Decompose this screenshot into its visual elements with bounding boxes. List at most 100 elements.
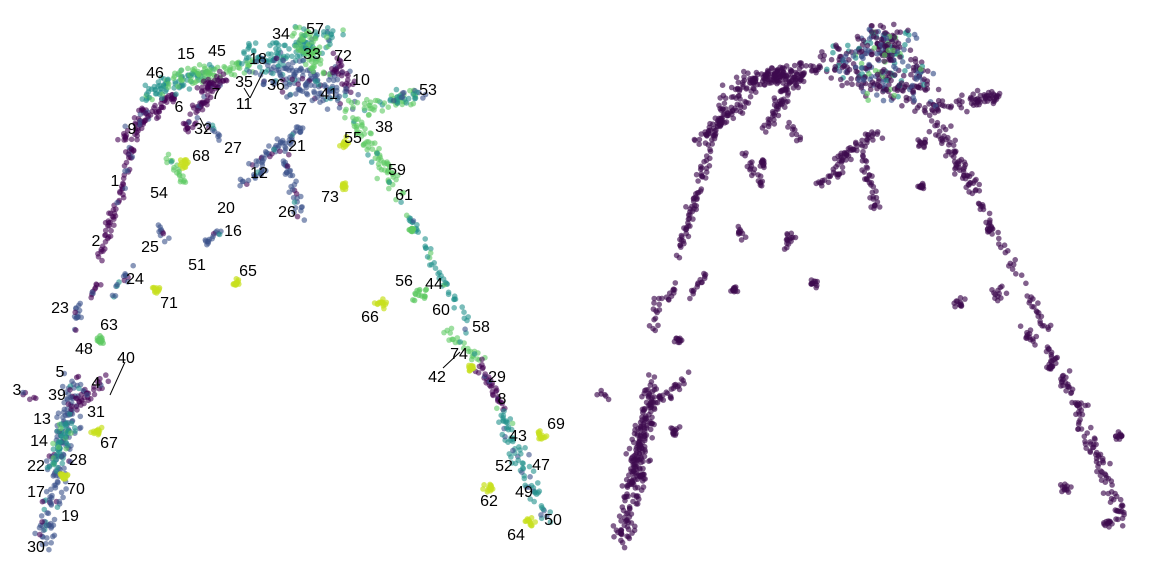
- scatter-point: [631, 527, 638, 534]
- cluster-label: 12: [250, 165, 268, 182]
- scatter-point: [108, 227, 114, 234]
- cluster-label: 56: [395, 273, 413, 290]
- scatter-point: [1090, 444, 1096, 451]
- scatter-point: [899, 103, 905, 109]
- scatter-point: [1053, 355, 1059, 362]
- scatter-point: [265, 62, 271, 69]
- scatter-point: [839, 82, 845, 89]
- scatter-point: [646, 323, 653, 329]
- scatter-point: [1017, 323, 1024, 330]
- scatter-point: [39, 498, 46, 505]
- scatter-point: [901, 46, 907, 53]
- scatter-point: [789, 131, 795, 138]
- scatter-point: [321, 29, 327, 35]
- scatter-point: [390, 97, 397, 104]
- scatter-point: [276, 47, 282, 53]
- scatter-point: [864, 176, 871, 183]
- scatter-point: [871, 81, 878, 87]
- scatter-point: [891, 63, 897, 70]
- scatter-point: [827, 173, 833, 180]
- scatter-point: [867, 195, 873, 201]
- scatter-point: [299, 75, 306, 82]
- scatter-point: [1102, 479, 1109, 486]
- scatter-point: [703, 169, 710, 175]
- scatter-point: [39, 541, 46, 548]
- scatter-point: [780, 80, 786, 86]
- scatter-point: [878, 36, 885, 43]
- scatter-point: [288, 138, 295, 145]
- scatter-point: [343, 133, 350, 140]
- scatter-point: [1018, 272, 1025, 279]
- scatter-point: [934, 106, 941, 113]
- scatter-point: [132, 120, 138, 127]
- scatter-point: [149, 108, 156, 115]
- scatter-point: [375, 161, 382, 167]
- scatter-point: [651, 295, 657, 302]
- scatter-point: [180, 120, 187, 127]
- scatter-point: [125, 151, 132, 158]
- scatter-point: [271, 81, 277, 88]
- scatter-point: [465, 345, 471, 352]
- scatter-point: [56, 498, 63, 505]
- scatter-point: [97, 375, 103, 382]
- scatter-point: [737, 102, 743, 108]
- scatter-point: [385, 161, 392, 168]
- scatter-point: [286, 81, 293, 88]
- scatter-point: [43, 488, 50, 495]
- scatter-point: [192, 79, 198, 86]
- scatter-point: [479, 361, 485, 368]
- scatter-point: [792, 234, 799, 241]
- scatter-point: [267, 56, 273, 63]
- scatter-point: [1101, 520, 1107, 526]
- scatter-point: [45, 510, 52, 517]
- cluster-label: 66: [361, 309, 379, 326]
- cluster-label: 24: [126, 271, 144, 288]
- scatter-point: [72, 428, 78, 434]
- scatter-point: [60, 414, 66, 421]
- scatter-point: [386, 185, 392, 192]
- scatter-point: [890, 47, 897, 54]
- scatter-point: [474, 356, 481, 362]
- scatter-point: [44, 522, 50, 529]
- scatter-point: [452, 296, 459, 303]
- scatter-point: [410, 297, 416, 303]
- scatter-point: [772, 97, 778, 104]
- scatter-point: [1085, 402, 1091, 409]
- scatter-point: [215, 84, 221, 91]
- cluster-label: 16: [224, 223, 242, 240]
- scatter-point: [929, 106, 935, 113]
- scatter-point: [205, 83, 211, 90]
- scatter-point: [99, 243, 106, 249]
- scatter-point: [786, 119, 792, 126]
- scatter-point: [342, 92, 349, 99]
- scatter-point: [766, 121, 773, 127]
- scatter-point: [751, 86, 757, 92]
- scatter-point: [196, 62, 203, 68]
- scatter-point: [761, 122, 767, 129]
- scatter-point: [329, 34, 335, 41]
- scatter-point: [781, 96, 787, 102]
- scatter-point: [261, 58, 268, 65]
- scatter-point: [340, 31, 346, 38]
- label-leader-line: [243, 87, 251, 99]
- scatter-point: [637, 473, 644, 480]
- scatter-point: [202, 65, 208, 72]
- scatter-point: [336, 93, 343, 100]
- scatter-point: [1060, 382, 1066, 389]
- scatter-point: [828, 56, 835, 63]
- cluster-label: 70: [67, 481, 85, 498]
- scatter-point: [1112, 433, 1119, 440]
- scatter-point: [701, 275, 708, 282]
- scatter-point: [696, 141, 702, 147]
- scatter-point: [1077, 416, 1083, 423]
- scatter-point: [693, 171, 700, 178]
- scatter-point: [633, 466, 639, 472]
- cluster-label: 8: [498, 391, 507, 408]
- scatter-point: [176, 172, 183, 179]
- scatter-point: [309, 97, 316, 104]
- scatter-point: [96, 380, 103, 386]
- scatter-point: [287, 133, 294, 140]
- scatter-point: [693, 203, 700, 209]
- cluster-label: 20: [217, 200, 235, 217]
- scatter-point: [1049, 363, 1056, 370]
